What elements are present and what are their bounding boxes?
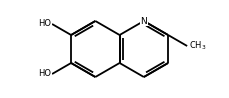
Text: N: N bbox=[140, 16, 147, 25]
Text: CH$_3$: CH$_3$ bbox=[188, 40, 206, 52]
Text: HO: HO bbox=[38, 20, 51, 29]
Text: HO: HO bbox=[38, 69, 51, 78]
